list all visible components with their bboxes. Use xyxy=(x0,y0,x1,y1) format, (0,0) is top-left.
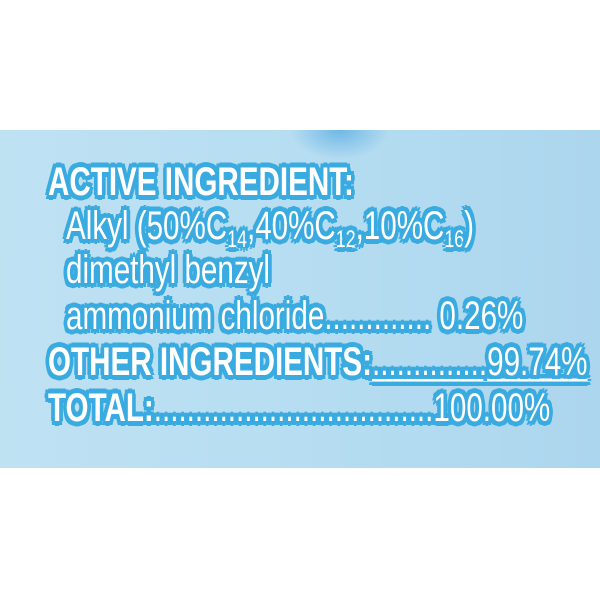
ingredient-name: ammonium chloride xyxy=(66,294,325,338)
subscript: 12 xyxy=(335,226,356,253)
subscript: 16 xyxy=(444,226,465,253)
ingredient-percent: 0.26% xyxy=(439,294,524,338)
other-ingredients-percent: 99.74% xyxy=(487,340,588,384)
total-percent: 100.00% xyxy=(433,386,551,430)
total-name: TOTAL: xyxy=(48,386,154,430)
alkyl-text: ,10%C xyxy=(355,204,445,248)
dimethyl-benzyl-line: dimethyl benzyl xyxy=(66,248,271,292)
leader-dots: ............. xyxy=(324,294,432,338)
alkyl-text: ) xyxy=(464,204,475,248)
active-ingredient-heading: ACTIVE INGREDIENT: xyxy=(48,160,354,204)
other-ingredients-line: OTHER INGREDIENTS:..............99.74% xyxy=(48,340,588,384)
leader-dots: .................................. xyxy=(153,386,434,430)
alkyl-text: ,40%C xyxy=(246,204,336,248)
total-line: TOTAL:..................................… xyxy=(48,386,550,430)
ammonium-chloride-line: ammonium chloride............. 0.26% xyxy=(66,294,523,338)
subscript: 14 xyxy=(227,226,247,253)
alkyl-line: Alkyl (50%C14,40%C12,10%C16) xyxy=(66,204,474,262)
decorative-glow xyxy=(290,130,390,160)
leader-dots: .............. xyxy=(371,340,488,384)
other-ingredients-name: OTHER INGREDIENTS: xyxy=(48,340,372,384)
alkyl-text: Alkyl (50%C xyxy=(66,204,228,248)
other-ingredients-underlined: ..............99.74% xyxy=(372,340,588,384)
label-background xyxy=(0,130,600,468)
